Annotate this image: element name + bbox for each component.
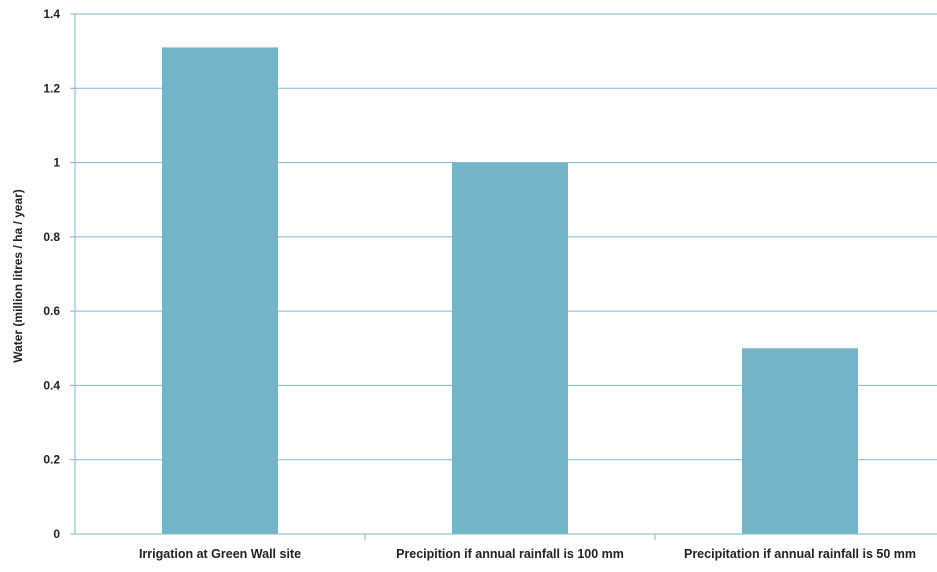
bar: [452, 162, 568, 535]
x-category-label: Precipition if annual rainfall is 100 mm: [396, 547, 624, 561]
y-tick-label: 0.8: [43, 230, 60, 244]
y-axis-title: Water (million litres / ha / year): [11, 189, 25, 363]
y-tick-label: 0: [53, 527, 60, 541]
x-category-label: Precipitation if annual rainfall is 50 m…: [684, 547, 916, 561]
bar: [742, 348, 858, 534]
y-tick-label: 0.4: [43, 378, 60, 392]
bar: [162, 47, 278, 535]
labels: 0 0.2 0.4 0.6 0.8 1 1.2 1.4 Irrigation at Green …: [43, 7, 916, 561]
y-tick-label: 1: [53, 156, 60, 170]
y-tick-label: 1.4: [43, 7, 60, 21]
axes: [70, 13, 937, 540]
y-tick-label: 0.6: [43, 304, 60, 318]
y-tick-label: 0.2: [43, 453, 60, 467]
x-category-label: Irrigation at Green Wall site: [139, 547, 301, 561]
bars: [162, 47, 858, 535]
y-tick-label: 1.2: [43, 81, 60, 95]
